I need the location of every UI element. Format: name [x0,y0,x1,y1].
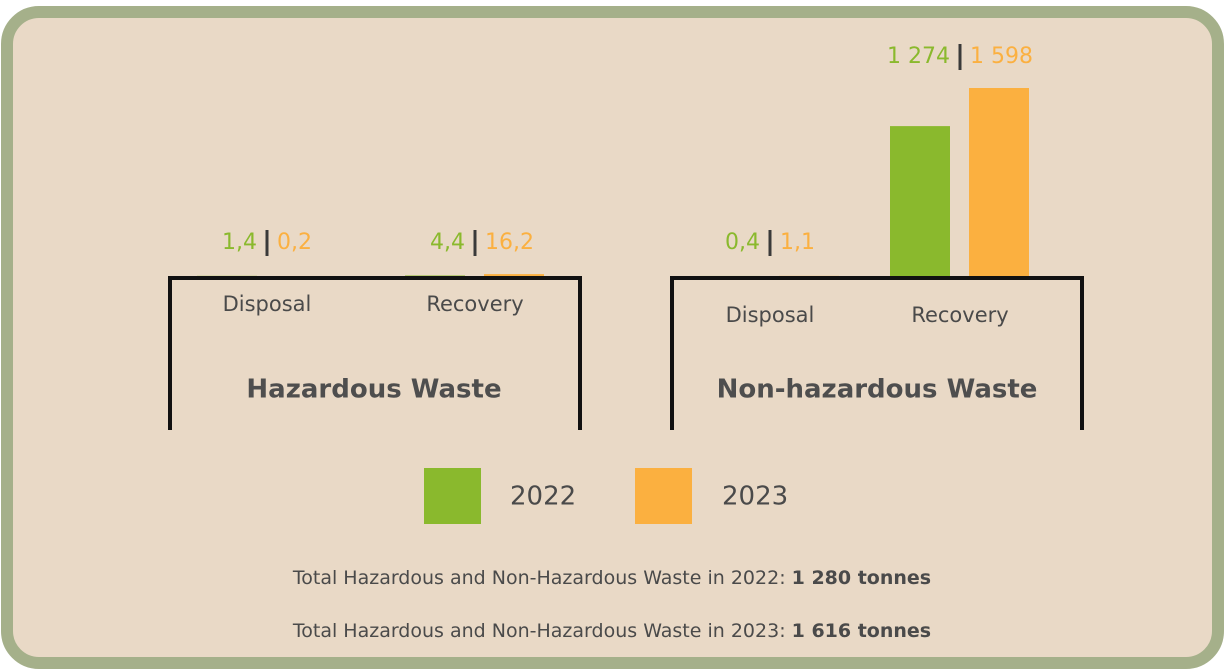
bar [484,274,544,276]
value-label: 1,1 [780,230,815,255]
total-text: Total Hazardous and Non-Hazardous Waste … [292,620,786,642]
category-label: Recovery [911,303,1008,327]
separator [958,44,962,70]
group-title: Hazardous Waste [246,375,501,405]
value-label: 16,2 [485,230,534,255]
value-label: 1 274 [887,44,950,69]
value-label: 0,4 [725,230,760,255]
legend-swatch [424,468,481,524]
legend-label: 2023 [722,482,788,512]
frame [1,6,1224,669]
group-title: Non-hazardous Waste [717,375,1038,405]
value-label: 0,2 [277,230,312,255]
bracket [168,276,582,430]
bar [890,126,950,276]
total-value: 1 280 tonnes [792,567,932,589]
category-label: Disposal [223,292,312,316]
total-value: 1 616 tonnes [792,620,932,642]
value-label: 1,4 [222,230,257,255]
total-note: Total Hazardous and Non-Hazardous Waste … [292,567,931,589]
bracket [670,276,1084,430]
separator [473,230,477,256]
total-text: Total Hazardous and Non-Hazardous Waste … [292,567,786,589]
bar [405,275,465,276]
bar [969,88,1029,276]
category-label: Disposal [726,303,815,327]
value-label: 1 598 [970,44,1033,69]
legend-swatch [635,468,692,524]
total-note: Total Hazardous and Non-Hazardous Waste … [292,620,931,642]
separator [768,230,772,256]
separator [265,230,269,256]
category-label: Recovery [426,292,523,316]
value-label: 4,4 [430,230,465,255]
legend-label: 2022 [510,482,576,512]
